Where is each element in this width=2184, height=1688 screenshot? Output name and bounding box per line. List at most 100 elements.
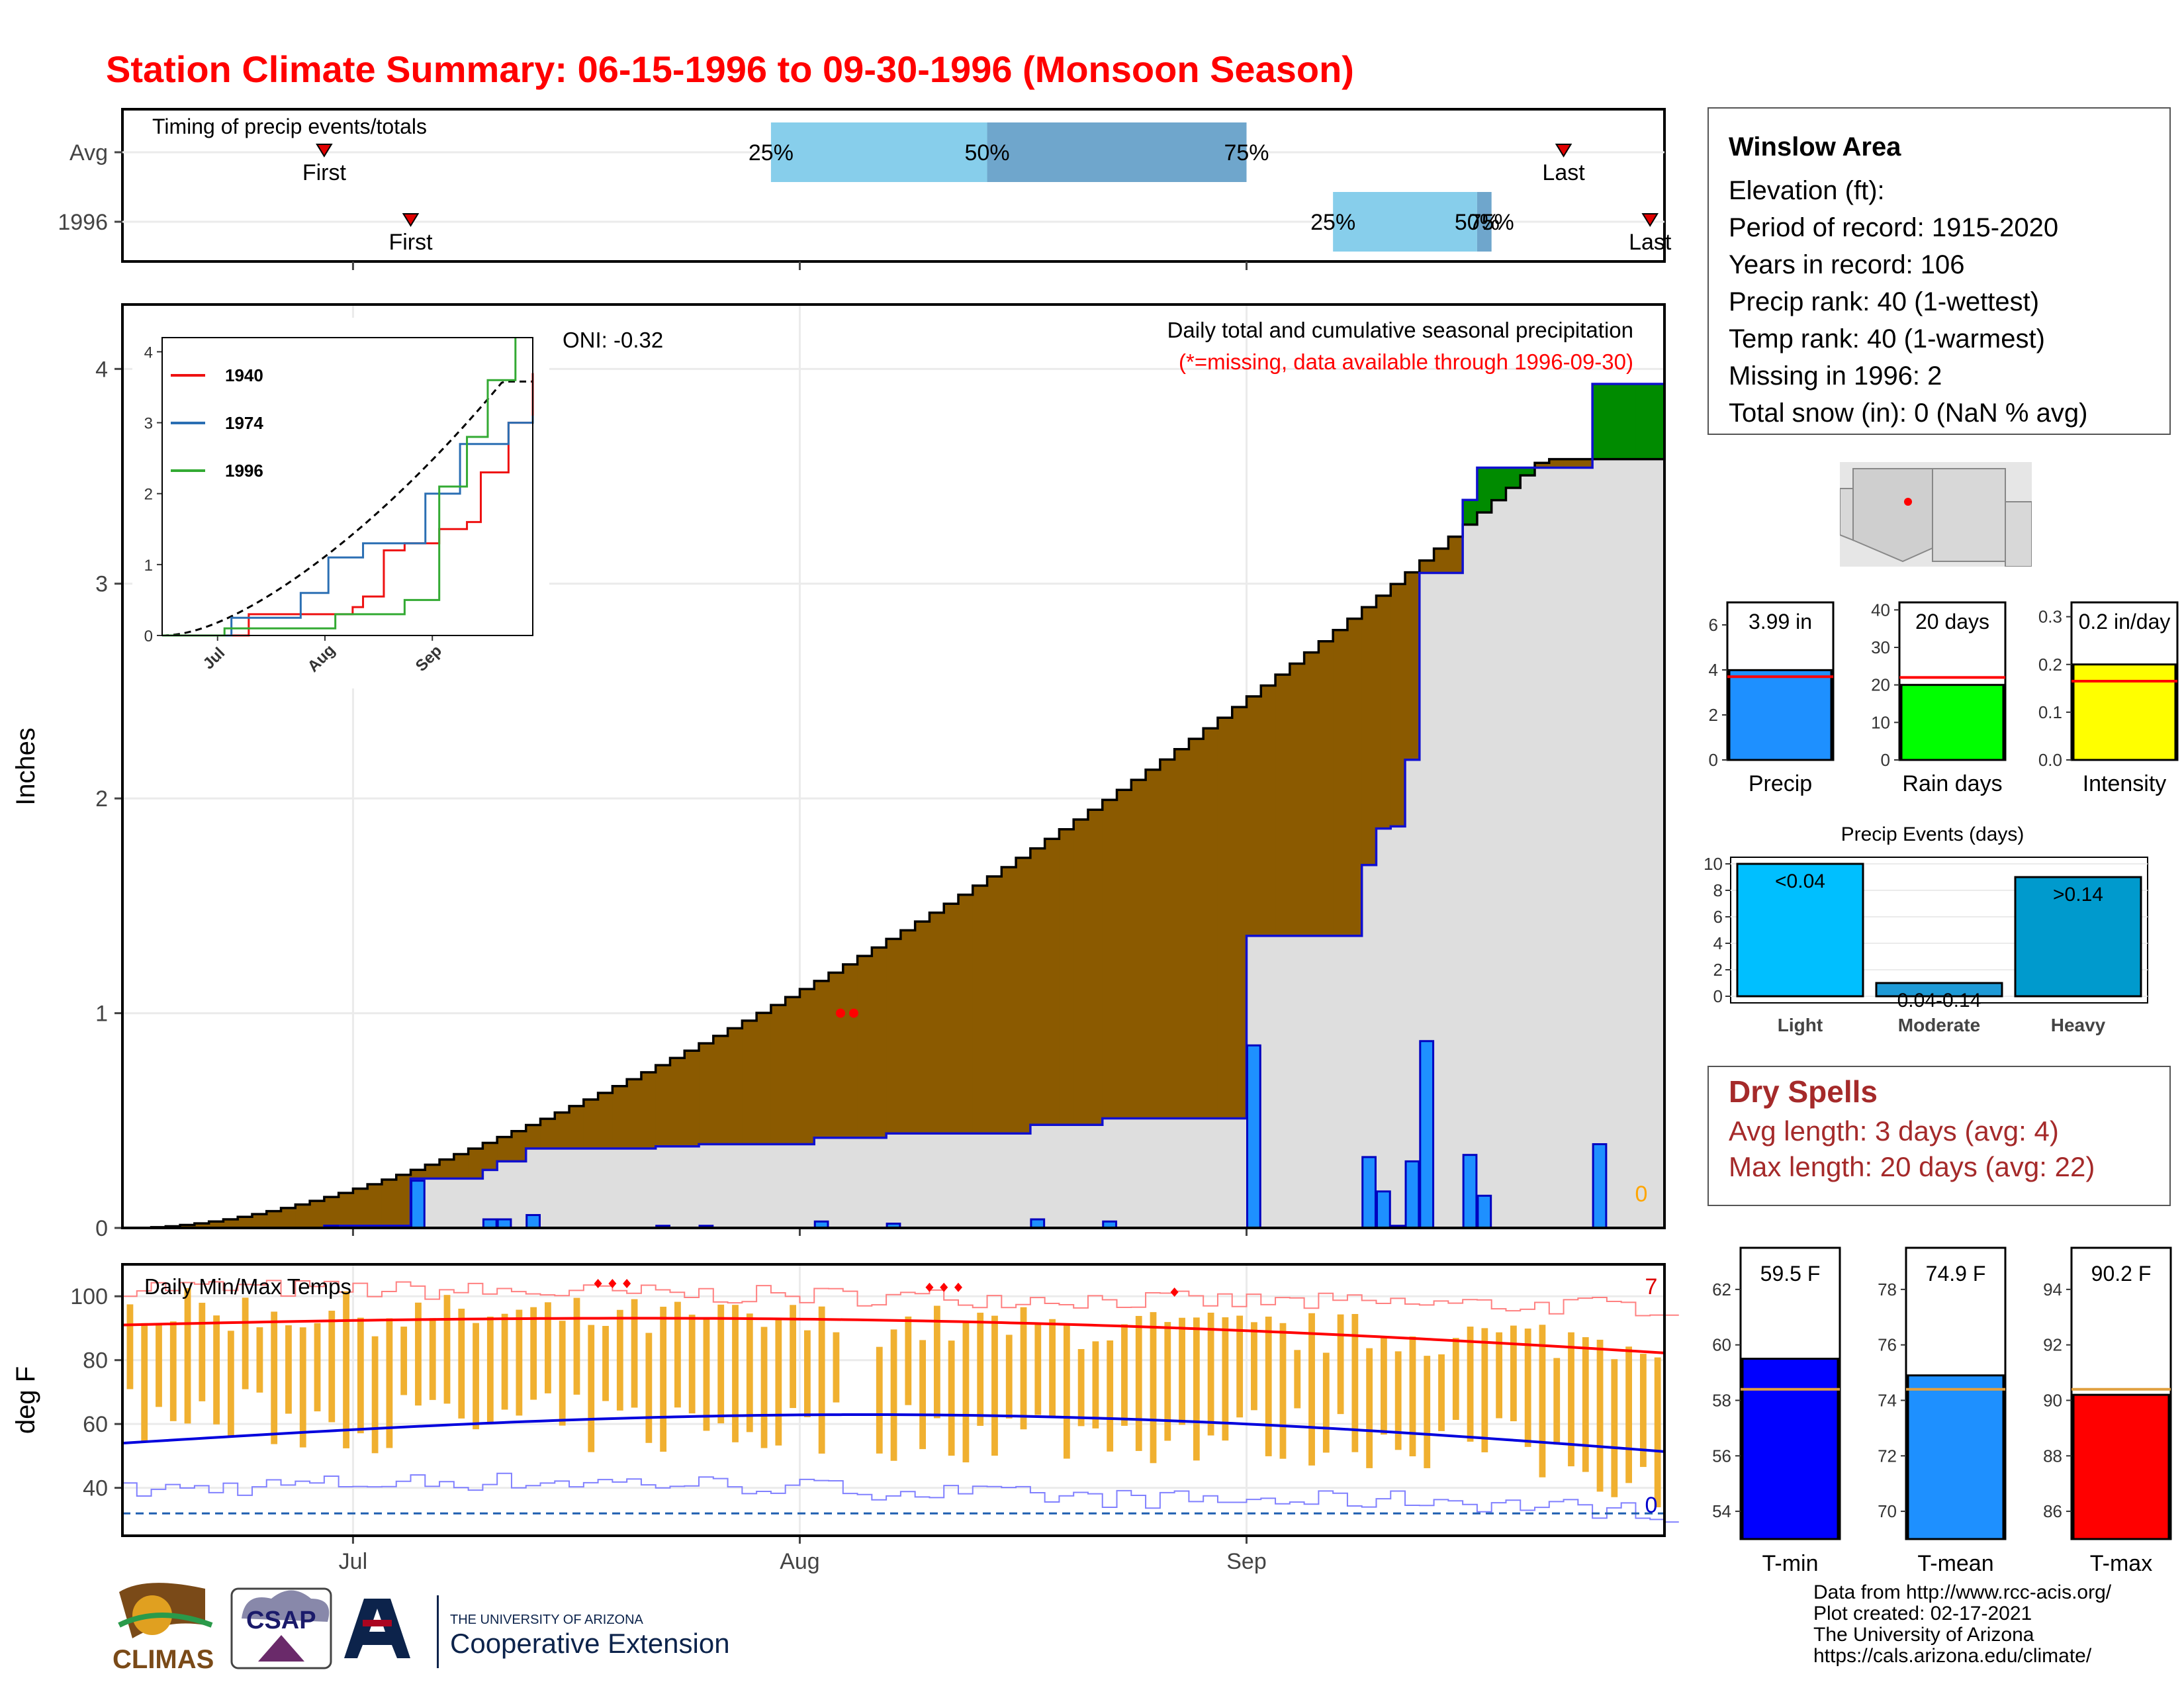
summary-tick-label: 0: [1881, 750, 1890, 770]
dry-spells-box: Dry Spells Avg length: 3 days (avg: 4) M…: [1707, 1066, 2171, 1206]
event-marker: [1641, 213, 1659, 227]
dry-spells-avg: Avg length: 3 days (avg: 4): [1729, 1115, 2059, 1147]
daily-temp-bar: [905, 1316, 912, 1405]
daily-precip-bar: [525, 1214, 541, 1229]
surplus-area: [1650, 384, 1665, 459]
summary-value-label: 20 days: [1915, 610, 1989, 633]
daily-temp-bar: [371, 1336, 379, 1454]
oni-label: ONI: -0.32: [563, 328, 663, 352]
deficit-area: [785, 997, 801, 1145]
deficit-area: [944, 904, 959, 1134]
deficit-area: [468, 1149, 483, 1179]
daily-temp-bar: [1596, 1339, 1604, 1492]
daily-temp-bar: [1568, 1332, 1574, 1467]
events-bar-label: <0.04: [1775, 870, 1825, 892]
temp-summary-tick-label: 76: [1878, 1335, 1897, 1355]
corner-count: 0: [1635, 1182, 1648, 1207]
deficit-area: [1535, 463, 1550, 468]
daily-temp-bar: [486, 1317, 494, 1425]
deficit-area: [439, 1159, 455, 1179]
ua-big-text: Cooperative Extension: [450, 1628, 730, 1659]
daily-temp-bar: [530, 1307, 537, 1400]
record-marker: [623, 1278, 631, 1288]
daily-temp-bar: [1034, 1323, 1042, 1415]
deficit-area: [670, 1058, 685, 1147]
deficit-area: [1073, 820, 1089, 1125]
credit-line: Plot created: 02-17-2021: [1813, 1603, 2032, 1624]
deficit-area: [583, 1100, 599, 1149]
daily-temp-bar: [357, 1317, 364, 1434]
record-marker: [594, 1278, 602, 1288]
deficit-area: [1376, 595, 1391, 829]
summary-tick-label: 30: [1871, 637, 1890, 657]
event-marker: [402, 213, 420, 227]
daily-temp-bar: [429, 1318, 436, 1400]
y-tick-label: 2: [95, 786, 108, 812]
chart-heading: Daily total and cumulative seasonal prec…: [1167, 318, 1633, 342]
inset-frame-top: [161, 337, 533, 636]
deficit-area: [223, 1219, 238, 1228]
surplus-area: [1635, 384, 1651, 459]
daily-precip-bar: [1462, 1154, 1478, 1229]
info-line: Temp rank: 40 (1-warmest): [1729, 324, 2045, 353]
daily-temp-bar: [256, 1327, 263, 1393]
daily-temp-bar: [1366, 1348, 1373, 1468]
summary-tick-label: 0.2: [2038, 655, 2062, 675]
daily-temp-bar: [962, 1321, 970, 1463]
daily-temp-bar: [1063, 1324, 1070, 1459]
daily-temp-bar: [545, 1302, 551, 1393]
normal-cumulative-line: [122, 457, 1664, 1229]
deficit-area: [1232, 707, 1248, 1119]
deficit-area: [1578, 459, 1593, 468]
summary-tick-label: 4: [1709, 660, 1718, 680]
record-marker: [608, 1278, 617, 1288]
daily-temp-bar: [948, 1340, 955, 1456]
daily-temp-bar: [1481, 1328, 1488, 1452]
record-marker: [954, 1282, 962, 1292]
temp-summary-tick-label: 70: [1878, 1501, 1897, 1521]
daily-temp-bar: [1150, 1312, 1157, 1464]
temp-summary-tick-label: 94: [2043, 1280, 2062, 1299]
deficit-area: [281, 1207, 296, 1228]
deficit-area: [194, 1223, 210, 1228]
deficit-area: [900, 930, 916, 1134]
timing-row-label: 1996: [58, 210, 108, 235]
temp-summary-tick-label: 74: [1878, 1390, 1897, 1410]
daily-temp-bar: [833, 1332, 840, 1403]
deficit-area: [641, 1072, 657, 1149]
avg-tmax-line: [122, 1317, 1665, 1354]
daily-temp-bar: [1294, 1350, 1301, 1409]
quartile-label: 75%: [1224, 140, 1269, 165]
record-marker: [1170, 1287, 1179, 1297]
deficit-area: [1044, 839, 1060, 1125]
daily-temp-bar: [1611, 1359, 1618, 1497]
record-marker: [925, 1282, 934, 1292]
deficit-area: [814, 980, 829, 1138]
deficit-area: [310, 1201, 325, 1228]
ua-logo: THE UNIVERSITY OF ARIZONA Cooperative Ex…: [344, 1595, 730, 1668]
event-label: Last: [1542, 160, 1585, 185]
event-marker: [1555, 144, 1572, 158]
x-tick-label: Aug: [780, 1549, 820, 1574]
y-tick-label: 100: [70, 1284, 108, 1309]
daily-temp-bar: [1092, 1341, 1099, 1429]
daily-temp-bar: [1654, 1357, 1661, 1507]
daily-precip-bar: [1592, 1143, 1608, 1229]
daily-temp-bar: [328, 1311, 336, 1423]
daily-temp-bar: [631, 1299, 638, 1408]
deficit-area: [1419, 560, 1435, 573]
daily-precip-bar: [1246, 1044, 1261, 1229]
deficit-area: [208, 1221, 224, 1228]
deficit-area: [1001, 867, 1017, 1134]
daily-temp-bar: [400, 1327, 408, 1395]
daily-temp-bar: [1337, 1314, 1344, 1415]
dry-spells-max: Max length: 20 days (avg: 22): [1729, 1151, 2095, 1182]
deficit-area: [829, 972, 844, 1138]
inset-frame: [161, 337, 533, 636]
surplus-area: [1592, 384, 1608, 459]
daily-precip-bar: [1419, 1040, 1435, 1229]
summary-tick-label: 0.1: [2038, 702, 2062, 722]
y-tick-label: 60: [83, 1412, 108, 1437]
credit-line: Data from http://www.rcc-acis.org/: [1813, 1581, 2112, 1603]
